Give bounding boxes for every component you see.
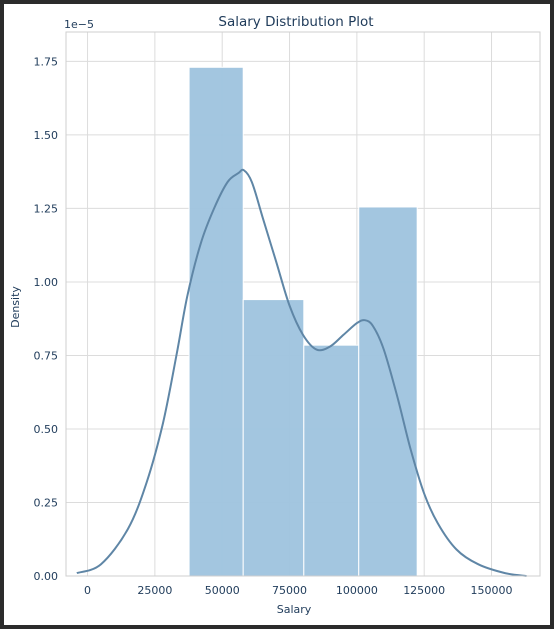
- histogram-bar-3: [303, 344, 360, 577]
- chart-title: Salary Distribution Plot: [218, 14, 373, 30]
- tick-labels: 0 25000 50000 75000 100000 125000 150000 0.00 0.…: [34, 55, 513, 597]
- y-axis-label: Density: [9, 286, 22, 328]
- histogram-bar-2: [242, 299, 305, 577]
- y-tick-label: 1.25: [34, 202, 59, 215]
- kde-curve-group: [76, 168, 527, 577]
- y-tick-label: 1.00: [34, 276, 59, 289]
- histogram-bar-1: [188, 66, 244, 577]
- x-tick-label: 100000: [336, 584, 378, 597]
- salary-distribution-chart: 0 25000 50000 75000 100000 125000 150000 0.00 0.…: [9, 14, 541, 616]
- y-tick-label: 0.25: [34, 496, 59, 509]
- histogram-bar-4: [358, 206, 418, 577]
- x-tick-label: 25000: [137, 584, 172, 597]
- histogram-bars: [188, 66, 418, 577]
- y-tick-label: 0.50: [34, 423, 59, 436]
- chart-frame: 0 25000 50000 75000 100000 125000 150000 0.00 0.…: [4, 4, 550, 625]
- x-axis-label: Salary: [277, 603, 312, 616]
- y-tick-label: 1.50: [34, 129, 59, 142]
- plot-border: [65, 31, 541, 577]
- kde-curve: [76, 168, 527, 577]
- x-tick-label: 150000: [471, 584, 513, 597]
- x-tick-label: 125000: [403, 584, 445, 597]
- axes: [65, 31, 541, 577]
- x-tick-label: 50000: [205, 584, 240, 597]
- y-tick-label: 0.75: [34, 349, 59, 362]
- y-tick-label: 1.75: [34, 55, 59, 68]
- x-tick-label: 75000: [272, 584, 307, 597]
- grid-lines: [66, 32, 540, 577]
- y-tick-label: 0.00: [34, 570, 59, 583]
- y-offset-text: 1e−5: [64, 18, 94, 31]
- x-tick-label: 0: [84, 584, 91, 597]
